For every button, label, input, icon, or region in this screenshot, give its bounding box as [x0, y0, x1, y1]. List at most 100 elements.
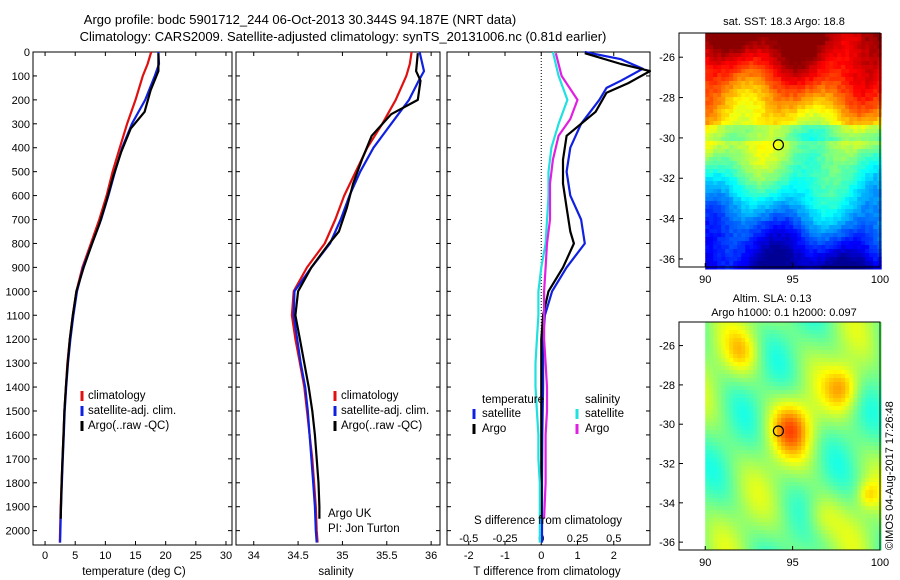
- series-line-climatology: [290, 51, 413, 543]
- legend-label: satellite: [585, 408, 624, 420]
- legend-label: climatology: [341, 390, 399, 402]
- series-line-satellite: [534, 51, 569, 543]
- x-tick-label: 2: [611, 550, 617, 562]
- diff-xlabel: T difference from climatology: [473, 566, 620, 578]
- x2-tick-label: 0.5: [606, 533, 621, 545]
- y-tick-label: 0: [24, 47, 30, 59]
- x-tick-label: 1: [574, 550, 580, 562]
- y-tick-label: -32: [659, 459, 675, 471]
- y-tick-label: -30: [659, 419, 675, 431]
- series-line-argo-raw-qc-: [59, 53, 160, 519]
- y-tick-label: 1100: [6, 310, 30, 322]
- y-tick-label: -28: [659, 93, 675, 105]
- map-frame: [678, 32, 881, 268]
- y-tick-label: -26: [659, 52, 675, 64]
- figure-title-line1: Argo profile: bodc 5901712_244 06-Oct-20…: [84, 12, 516, 27]
- difference-profile-panel: -2-1012-0.5-0.2500.250.5temperaturesatel…: [446, 50, 652, 562]
- x-tick-label: 30: [220, 550, 232, 562]
- sst-map-title: sat. SST: 18.3 Argo: 18.8: [723, 16, 845, 28]
- temperature-profile-panel: 0100200300400500600700800900100011001200…: [6, 47, 233, 562]
- legend-label: climatology: [88, 390, 146, 402]
- legend-title: temperature: [482, 394, 544, 406]
- x-tick-label: 5: [72, 550, 78, 562]
- series-line-climatology: [58, 51, 153, 543]
- y-tick-label: -36: [659, 254, 675, 266]
- y-tick-label: 1400: [6, 382, 30, 394]
- x2-tick-label: -0.5: [459, 533, 478, 545]
- y-tick-label: 100: [12, 71, 30, 83]
- x-tick-label: 25: [190, 550, 202, 562]
- legend-title: salinity: [585, 394, 620, 406]
- legend-label: satellite-adj. clim.: [88, 405, 176, 417]
- y-tick-label: 800: [12, 238, 30, 250]
- x-tick-label: 0: [42, 550, 48, 562]
- salinity-xlabel: salinity: [318, 566, 353, 578]
- sla-map-panel: 90 95 100 -26 -28 -30 -32 -34 -36: [659, 321, 889, 569]
- legend-label: Argo(..raw -QC): [341, 420, 422, 432]
- float-owner-label: Argo UK: [328, 508, 372, 520]
- map-field: [705, 322, 882, 551]
- y-tick-label: -26: [659, 341, 675, 353]
- pi-label: PI: Jon Turton: [328, 523, 400, 535]
- y-tick-label: 1600: [6, 430, 30, 442]
- salinity-profile-panel: 34 34.5 35 35.5 36 climatology satellite-adj. …: [235, 51, 441, 562]
- y-tick-label: 500: [12, 167, 30, 179]
- x-tick-label: 90: [699, 557, 711, 569]
- x-tick-label: 20: [160, 550, 172, 562]
- y-tick-label: 1000: [6, 286, 30, 298]
- x-tick-label: 90: [699, 274, 711, 286]
- x-tick-label: -1: [500, 550, 510, 562]
- y-tick-label: 300: [12, 119, 30, 131]
- y-tick-label: -34: [659, 214, 675, 226]
- y-tick-label: -30: [659, 133, 675, 145]
- y-tick-label: -28: [659, 380, 675, 392]
- argo-position-marker: [772, 139, 784, 151]
- y-tick-label: -36: [659, 537, 675, 549]
- axes-frame: [32, 51, 233, 546]
- y-tick-label: 1200: [6, 334, 30, 346]
- legend-label: Argo(..raw -QC): [88, 420, 169, 432]
- x-tick-label: 15: [129, 550, 141, 562]
- series-line-argo: [542, 52, 579, 519]
- temperature-xlabel: temperature (deg C): [82, 566, 186, 578]
- x-tick-label: 10: [99, 550, 111, 562]
- y-tick-label: 200: [12, 95, 30, 107]
- x-tick-label: 95: [786, 557, 798, 569]
- y-tick-label: -32: [659, 173, 675, 185]
- series-line-satellite-adj-clim-: [292, 51, 426, 543]
- series-line-argo: [540, 52, 652, 519]
- legend-label: Argo: [585, 423, 609, 435]
- y-tick-label: 1500: [6, 406, 30, 418]
- axes-frame: [446, 51, 651, 546]
- map-field: [705, 33, 882, 270]
- x-tick-label: 34.5: [287, 550, 308, 562]
- y-tick-label: 2000: [6, 526, 30, 538]
- y-tick-label: 600: [12, 191, 30, 203]
- sst-map-panel: 90 95 100 -26 -28 -30 -32 -34 -36: [659, 32, 889, 286]
- diff-x2label: S difference from climatology: [474, 515, 622, 527]
- argo-position-marker: [772, 425, 784, 437]
- sla-map-title: Altim. SLA: 0.13: [733, 293, 812, 305]
- legend-label: Argo: [482, 423, 506, 435]
- legend-label: satellite-adj. clim.: [341, 405, 429, 417]
- x2-tick-label: 0.25: [567, 533, 588, 545]
- y-tick-label: 1700: [6, 454, 30, 466]
- x-tick-label: 35: [336, 550, 348, 562]
- y-tick-label: 700: [12, 215, 30, 227]
- sla-map-subtitle: Argo h1000: 0.1 h2000: 0.097: [711, 307, 857, 319]
- x2-tick-label: -0.25: [492, 533, 517, 545]
- x-tick-label: 36: [425, 550, 437, 562]
- series-line-satellite: [540, 50, 644, 543]
- y-tick-label: 400: [12, 143, 30, 155]
- x-tick-label: 95: [786, 274, 798, 286]
- y-tick-label: 1800: [6, 478, 30, 490]
- x-tick-label: 100: [871, 557, 889, 569]
- map-frame: [678, 321, 881, 551]
- x-tick-label: 100: [871, 274, 889, 286]
- x-tick-label: 35.5: [376, 550, 397, 562]
- series-line-argo-raw-qc-: [294, 53, 422, 519]
- x-tick-label: -2: [464, 550, 474, 562]
- figure-title-line2: Climatology: CARS2009. Satellite-adjuste…: [80, 29, 607, 44]
- y-tick-label: -34: [659, 498, 675, 510]
